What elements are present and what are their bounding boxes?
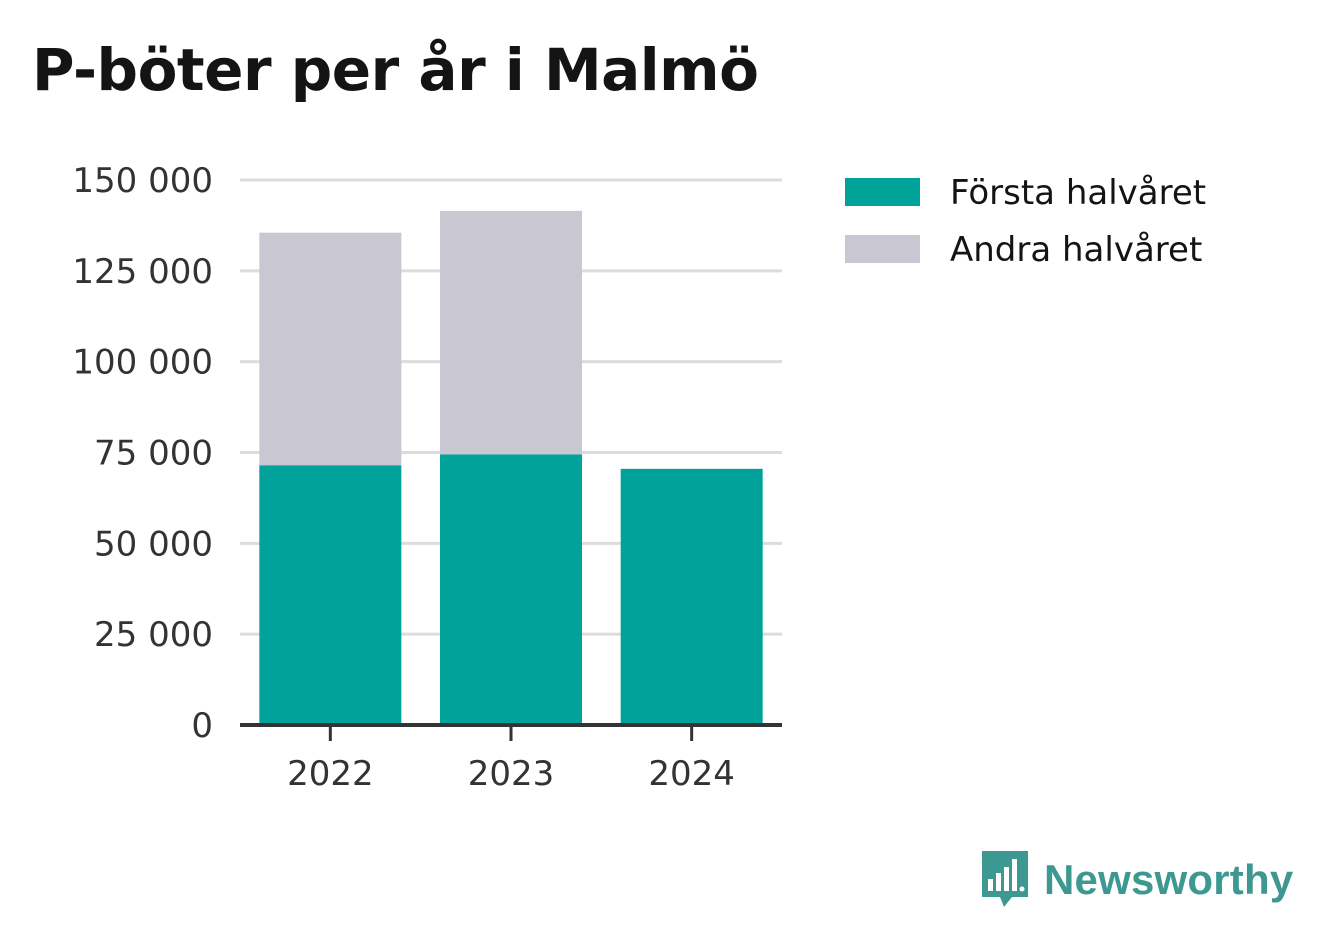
brand-name: Newsworthy bbox=[1044, 856, 1294, 903]
y-tick-label: 75 000 bbox=[94, 434, 213, 474]
y-tick-label: 150 000 bbox=[72, 161, 213, 201]
bar-segment bbox=[259, 232, 402, 466]
bars bbox=[259, 210, 763, 725]
bar-segment bbox=[259, 465, 402, 725]
x-tick-label: 2024 bbox=[648, 754, 735, 794]
y-tick-label: 50 000 bbox=[94, 524, 213, 564]
legend-label: Första halvåret bbox=[950, 173, 1206, 213]
newsworthy-logo-icon bbox=[982, 851, 1028, 907]
y-tick-label: 125 000 bbox=[72, 252, 213, 292]
legend-swatch bbox=[845, 235, 920, 263]
axes: 0 25 000 50 000 75 000 100 000 125 000 150 000… bbox=[72, 161, 782, 794]
y-tick-label: 0 bbox=[191, 706, 213, 746]
brand-logo: Newsworthy bbox=[980, 848, 1293, 912]
legend: Första halvåret Andra halvåret bbox=[845, 173, 1206, 270]
bar-segment bbox=[440, 210, 582, 455]
page-title: P-böter per år i Malmö bbox=[32, 36, 759, 104]
y-tick-label: 100 000 bbox=[72, 343, 213, 383]
x-tick-label: 2022 bbox=[287, 754, 374, 794]
legend-swatch bbox=[845, 178, 920, 206]
bar-segment bbox=[440, 454, 582, 725]
y-tick-label: 25 000 bbox=[94, 615, 213, 655]
x-tick-label: 2023 bbox=[468, 754, 555, 794]
legend-label: Andra halvåret bbox=[950, 230, 1202, 270]
bar-segment bbox=[620, 468, 763, 725]
